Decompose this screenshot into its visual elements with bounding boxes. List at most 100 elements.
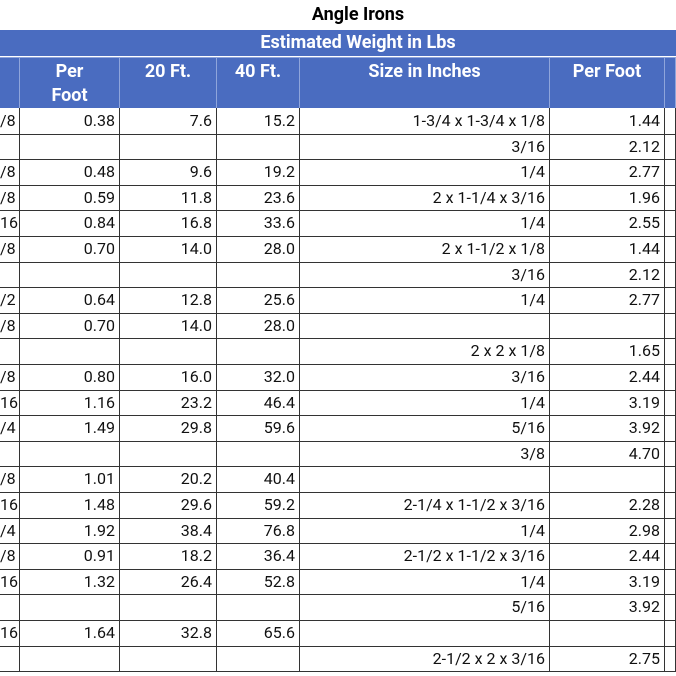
table-cell: 3.92 <box>550 415 665 442</box>
table-cell <box>665 236 676 263</box>
table-cell: 2.75 <box>550 645 665 673</box>
table-cell <box>665 415 676 442</box>
table-cell: 1.44 <box>550 108 665 135</box>
table-cell <box>665 543 676 570</box>
table-cell <box>665 338 676 365</box>
table-cell: 3.92 <box>550 594 665 621</box>
table-cell: 16 <box>0 620 20 647</box>
table-cell: 0.64 <box>20 287 120 314</box>
table-title: Angle Irons <box>311 4 405 25</box>
table-cell: 16 <box>0 492 20 519</box>
table-cell: 12.8 <box>120 287 217 314</box>
table-cell: 1.44 <box>550 236 665 263</box>
table-cell: 2.44 <box>550 364 665 391</box>
table-cell: 0.91 <box>20 543 120 570</box>
table-cell: 1/4 <box>300 210 550 237</box>
table-cell: 16 <box>0 210 20 237</box>
column-header: 20 Ft. <box>120 57 217 108</box>
table-cell: /8 <box>0 466 20 493</box>
table-cell: 9.6 <box>120 159 217 186</box>
table-cell: 38.4 <box>120 517 217 545</box>
table-cell: 2 x 2 x 1/8 <box>300 338 550 365</box>
table-cell: 2.77 <box>550 159 665 186</box>
table-cell: /8 <box>0 364 20 391</box>
table-cell: /8 <box>0 543 20 570</box>
table-cell: /8 <box>0 159 20 186</box>
table-cell <box>665 620 676 647</box>
table-cell <box>120 338 217 365</box>
table-cell: 1.48 <box>20 492 120 519</box>
table-cell <box>550 466 665 493</box>
table-cell: 2.12 <box>550 133 665 161</box>
table-cell: 1.49 <box>20 415 120 442</box>
table-cell: 1.16 <box>20 389 120 417</box>
table-cell <box>20 440 120 468</box>
table-cell: 2-1/2 x 1-1/2 x 3/16 <box>300 543 550 570</box>
table-cell <box>550 312 665 340</box>
table-cell <box>665 389 676 417</box>
table-cell: 11.8 <box>120 184 217 212</box>
table-cell <box>20 594 120 621</box>
table-cell: 1/4 <box>300 287 550 314</box>
table-cell: 2 x 1-1/2 x 1/8 <box>300 236 550 263</box>
group-header: Estimated Weight in Lbs <box>0 30 676 56</box>
table-cell <box>665 594 676 621</box>
table-cell: 3/16 <box>300 364 550 391</box>
table-cell: 1/4 <box>300 389 550 417</box>
table-cell <box>665 312 676 340</box>
table-cell: /8 <box>0 312 20 340</box>
table-cell: /8 <box>0 108 20 135</box>
table-cell: 18.2 <box>120 543 217 570</box>
table-cell <box>300 620 550 647</box>
table-cell: 46.4 <box>217 389 300 417</box>
table-cell <box>20 645 120 673</box>
column-header: Per Foot <box>550 57 665 108</box>
table-cell: 0.70 <box>20 312 120 340</box>
column-header: Size in Inches <box>300 57 550 108</box>
table-cell: /2 <box>0 287 20 314</box>
column-header <box>665 57 676 108</box>
table-cell: 33.6 <box>217 210 300 237</box>
table-cell: 14.0 <box>120 236 217 263</box>
column-header <box>0 57 20 108</box>
table-cell: 1.32 <box>20 568 120 596</box>
table-cell: 23.6 <box>217 184 300 212</box>
table-cell <box>0 338 20 365</box>
table-cell <box>120 645 217 673</box>
table-cell: 32.8 <box>120 620 217 647</box>
table-cell: 1.64 <box>20 620 120 647</box>
table-cell <box>0 440 20 468</box>
table-cell: 5/16 <box>300 415 550 442</box>
table-cell <box>665 492 676 519</box>
table-cell: 1/4 <box>300 568 550 596</box>
table-cell <box>665 440 676 468</box>
table-cell: 2.98 <box>550 517 665 545</box>
table-cell: 1.01 <box>20 466 120 493</box>
table-cell: 3/8 <box>300 440 550 468</box>
table-cell <box>217 133 300 161</box>
table-cell: 32.0 <box>217 364 300 391</box>
column-header: Per Foot <box>20 57 120 108</box>
table-cell <box>665 108 676 135</box>
table-cell: 59.2 <box>217 492 300 519</box>
table-cell: 2.55 <box>550 210 665 237</box>
table-cell: 16.0 <box>120 364 217 391</box>
table-cell <box>665 645 676 673</box>
table-cell <box>0 594 20 621</box>
table-cell <box>665 287 676 314</box>
table-cell: 0.48 <box>20 159 120 186</box>
table-cell: 1/4 <box>300 159 550 186</box>
table-cell <box>217 440 300 468</box>
table-cell: 5/16 <box>300 594 550 621</box>
table-cell: 36.4 <box>217 543 300 570</box>
table-cell <box>0 261 20 289</box>
table-cell: 16.8 <box>120 210 217 237</box>
table-cell: 29.6 <box>120 492 217 519</box>
table-cell <box>0 645 20 673</box>
column-header: 40 Ft. <box>217 57 300 108</box>
table-cell <box>665 210 676 237</box>
table-cell: 26.4 <box>120 568 217 596</box>
table-cell: 20.2 <box>120 466 217 493</box>
table-cell: 29.8 <box>120 415 217 442</box>
